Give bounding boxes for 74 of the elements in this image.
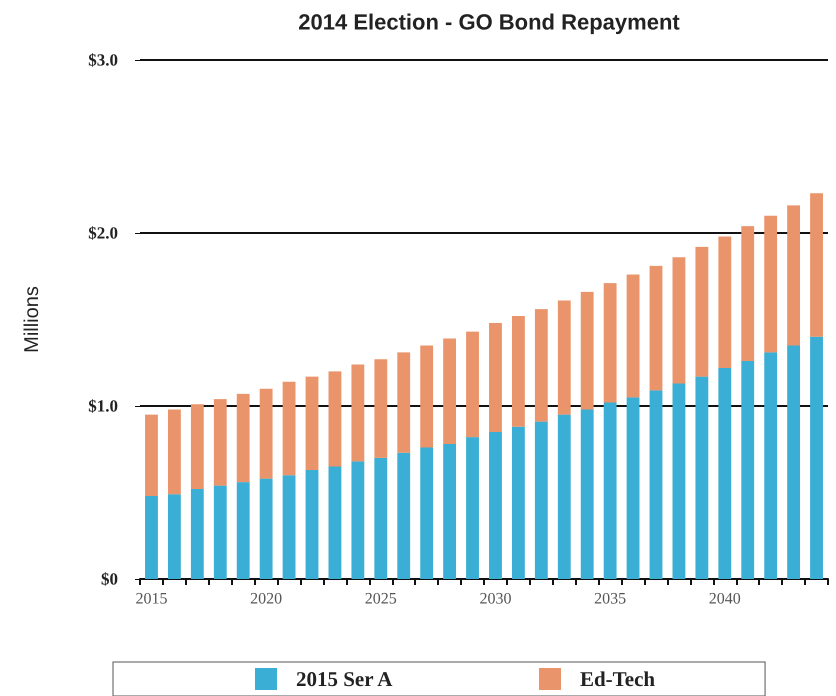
bar	[695, 246, 708, 377]
bar	[351, 461, 364, 579]
bar	[145, 496, 158, 579]
y-tick-label: $2.0	[88, 224, 118, 242]
x-tick-label: 2040	[708, 590, 741, 608]
bar	[650, 266, 662, 390]
bar	[672, 257, 686, 384]
bar	[145, 414, 158, 496]
bar	[810, 336, 823, 579]
bar	[168, 409, 181, 494]
bar	[260, 388, 273, 479]
bar	[810, 193, 823, 337]
x-tick-label: 2020	[250, 590, 282, 608]
legend-label: Ed-Tech	[580, 667, 656, 691]
bar	[282, 475, 296, 579]
bar	[328, 371, 342, 467]
bar	[489, 322, 502, 432]
y-tick-label: $1.0	[88, 396, 118, 416]
bar	[604, 283, 617, 403]
legend-label: 2015 Ser A	[296, 667, 394, 691]
bar	[466, 437, 479, 579]
bar	[351, 364, 364, 462]
y-axis-title: Millions	[21, 286, 43, 353]
bar	[443, 338, 456, 444]
bar	[190, 404, 204, 490]
bar	[626, 397, 640, 579]
bar	[580, 409, 594, 579]
bar	[397, 352, 410, 453]
bar	[374, 458, 388, 579]
bar	[741, 361, 754, 579]
bar	[558, 414, 571, 579]
x-tick-label: 2015	[135, 590, 168, 608]
y-tick-label: $0	[101, 570, 118, 588]
bar	[489, 432, 502, 579]
bar	[764, 216, 778, 352]
bar	[534, 422, 548, 579]
bar	[420, 345, 434, 448]
bar	[741, 226, 754, 362]
bar	[466, 332, 479, 438]
bar	[672, 384, 686, 579]
bar	[214, 486, 227, 579]
bar	[512, 316, 525, 427]
bar	[397, 452, 410, 579]
bar	[420, 448, 434, 579]
bar	[626, 274, 640, 398]
bar	[718, 236, 732, 368]
bar	[306, 470, 318, 579]
bar	[236, 394, 250, 482]
x-tick-label: 2035	[594, 590, 626, 608]
bar	[260, 478, 273, 579]
bar	[443, 444, 456, 579]
chart-title: 2014 Election - GO Bond Repayment	[298, 10, 680, 34]
bar	[764, 352, 778, 579]
bar	[718, 368, 732, 579]
bar	[695, 376, 708, 579]
x-tick-label: 2030	[479, 590, 512, 608]
bar	[374, 359, 388, 458]
bar	[558, 300, 571, 415]
bar	[236, 482, 250, 579]
bar	[512, 426, 525, 579]
bar	[604, 402, 617, 579]
bar	[168, 494, 181, 579]
bar	[328, 466, 342, 579]
bar	[190, 489, 204, 579]
bar	[214, 399, 227, 486]
bar	[650, 390, 662, 579]
bar	[787, 345, 800, 579]
bar	[534, 309, 548, 422]
bar	[580, 292, 594, 410]
bar	[787, 205, 800, 346]
y-tick-label: $3.0	[88, 50, 118, 70]
x-tick-label: 2025	[364, 590, 397, 608]
bar	[282, 382, 296, 476]
bar	[306, 376, 318, 470]
